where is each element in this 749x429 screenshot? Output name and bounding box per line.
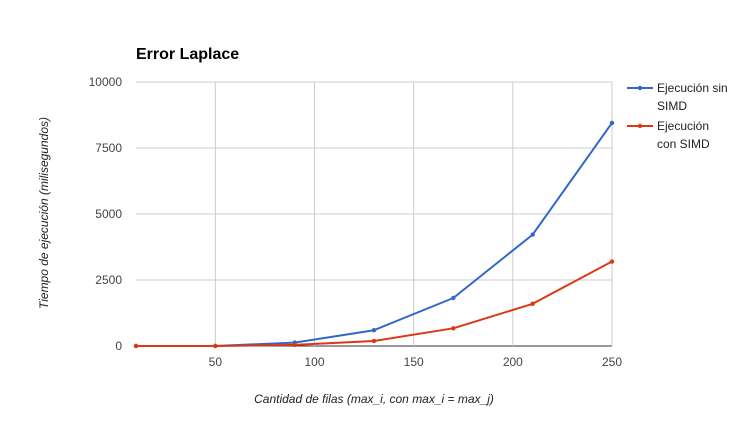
legend-marker-1 (637, 85, 643, 91)
chart-title: Error Laplace (136, 46, 239, 63)
data-point (133, 343, 139, 349)
y-tick-label: 10000 (89, 75, 123, 89)
grid (136, 81, 613, 347)
data-point (530, 301, 535, 306)
legend-label: SIMD (657, 99, 687, 113)
series-line-1 (136, 122, 613, 347)
data-point (530, 232, 535, 237)
data-point (451, 326, 456, 331)
x-axis-ticks: 50 100 150 200 250 (209, 355, 623, 369)
legend-marker-2 (637, 123, 643, 129)
legend: Ejecución sin SIMD Ejecución con SIMD (627, 81, 728, 151)
x-tick-label: 100 (304, 355, 324, 369)
y-tick-label: 5000 (95, 207, 122, 221)
data-point (609, 120, 615, 126)
y-axis-label: Tiempo de ejecución (milisegundos) (37, 117, 51, 309)
data-point (213, 343, 218, 349)
y-tick-label: 2500 (95, 273, 122, 287)
y-tick-label: 7500 (95, 141, 122, 155)
data-point (609, 259, 615, 264)
series-line-2 (136, 260, 613, 347)
y-axis-ticks: 0 2500 5000 7500 10000 (89, 75, 123, 353)
data-point (371, 338, 377, 344)
x-tick-label: 250 (602, 355, 622, 369)
data-point (371, 327, 377, 333)
x-tick-label: 200 (503, 355, 523, 369)
legend-label: con SIMD (657, 137, 710, 151)
y-tick-label: 0 (115, 339, 122, 353)
legend-label: Ejecución sin (657, 81, 728, 95)
x-tick-label: 150 (404, 355, 424, 369)
x-axis-label: Cantidad de filas (max_i, con max_i = ma… (254, 392, 494, 406)
legend-label: Ejecución (657, 119, 709, 133)
data-point (451, 295, 456, 301)
series-group (133, 120, 615, 349)
data-point (292, 342, 297, 348)
x-tick-label: 50 (209, 355, 223, 369)
